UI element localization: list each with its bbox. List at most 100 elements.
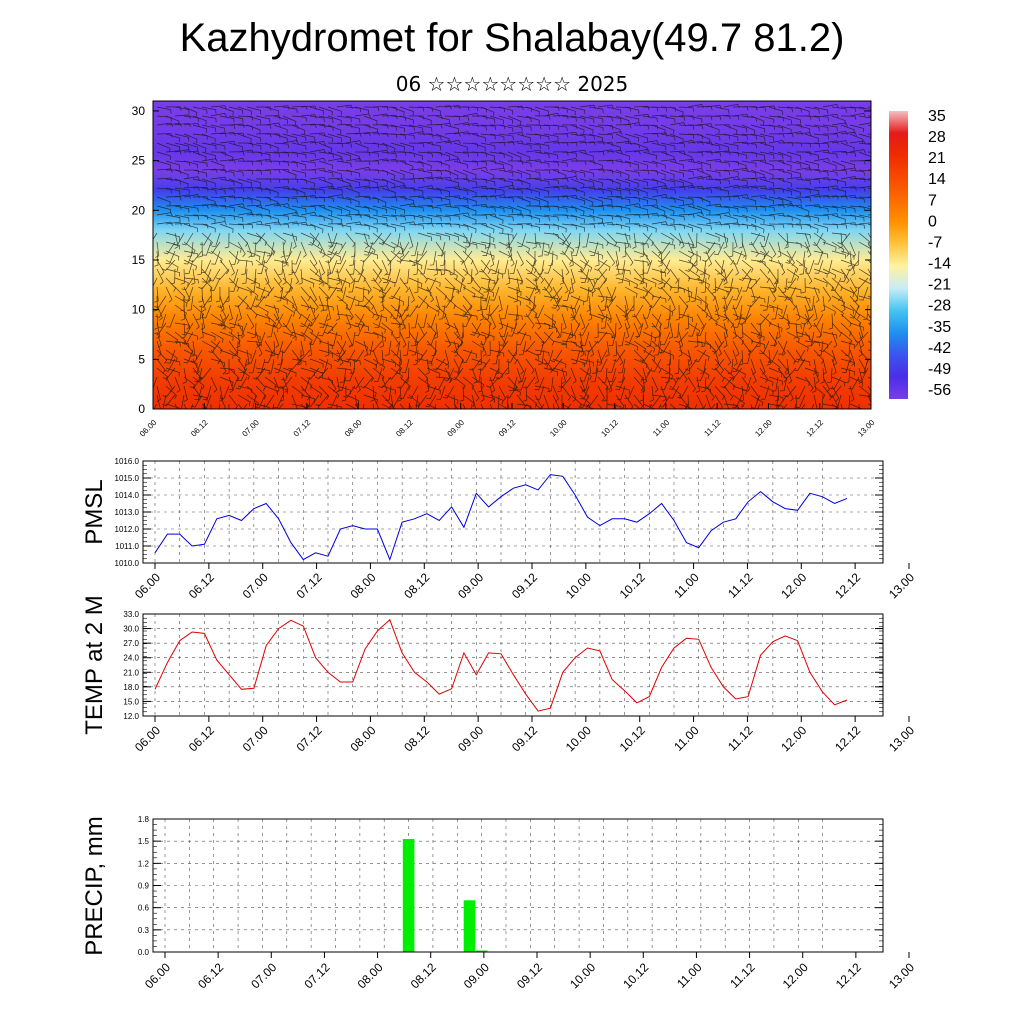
wind-barb (255, 313, 270, 323)
wind-barb (153, 232, 158, 240)
wind-barb (534, 205, 551, 212)
wind-barb (759, 187, 775, 195)
wind-barb (399, 133, 415, 140)
wind-barb (831, 187, 847, 196)
wind-barb (606, 286, 614, 303)
wind-barb (669, 115, 686, 121)
wind-barb (642, 160, 658, 168)
wind-barb (606, 178, 621, 188)
wind-barb (156, 106, 172, 114)
wind-barb (858, 178, 871, 181)
wind-barb (219, 106, 234, 116)
wind-barb (849, 241, 856, 258)
wind-barb (462, 313, 478, 321)
wind-barb (687, 250, 702, 261)
wind-barb (795, 232, 811, 239)
wind-barb (750, 176, 767, 181)
wind-barb (183, 349, 198, 360)
wind-barb (444, 268, 458, 280)
panel-ylabel: TEMP at 2 M (81, 595, 108, 735)
panel-xtick-label: 07.00 (240, 570, 271, 601)
wind-barb (579, 115, 595, 123)
wind-barb (498, 403, 509, 409)
wind-barb (432, 358, 446, 371)
wind-barb (813, 106, 829, 115)
wind-barb (318, 385, 330, 400)
wind-barb (642, 367, 648, 384)
wind-barb (750, 331, 765, 341)
wind-barb (192, 124, 207, 133)
wind-barb (291, 268, 300, 285)
wind-barb (795, 178, 811, 185)
wind-barb (246, 115, 261, 124)
wind-barb (273, 394, 284, 409)
wind-barb (615, 169, 630, 180)
panel-xtick-label: 06.12 (186, 570, 217, 601)
wind-barb (732, 394, 745, 408)
wind-barb (822, 403, 838, 409)
wind-barb (183, 403, 187, 409)
wind-barb (633, 105, 650, 111)
wind-barb (228, 223, 245, 229)
wind-barb (710, 403, 716, 409)
wind-barb (633, 358, 648, 369)
wind-barb (241, 259, 248, 275)
wind-barb (336, 340, 347, 355)
wind-barb (282, 376, 289, 393)
wind-barb (669, 122, 686, 127)
wind-barb (381, 196, 398, 202)
wind-barb (849, 331, 859, 347)
wind-barb (210, 169, 227, 174)
wind-barb (711, 277, 717, 294)
wind-barb (840, 268, 850, 284)
panel-xtick-label: 10.12 (617, 570, 648, 601)
wind-barb (714, 349, 720, 366)
wind-barb (250, 241, 257, 257)
wind-barb (534, 187, 550, 196)
wind-barb (264, 115, 281, 120)
wind-barb (336, 358, 352, 367)
wind-barb (359, 286, 365, 303)
wind-barb (795, 196, 812, 202)
wind-barb (426, 403, 438, 409)
wind-barb (635, 322, 644, 337)
wind-barb (633, 313, 642, 330)
wind-barb (660, 232, 674, 244)
wind-barb (407, 385, 419, 399)
wind-barb (424, 394, 437, 408)
wind-barb (352, 376, 365, 389)
wind-barb (198, 286, 203, 303)
wind-barb (483, 277, 491, 293)
wind-barb (489, 160, 504, 169)
wind-barb (381, 158, 398, 164)
section-xtick-label: 12.12 (805, 418, 826, 439)
wind-barb (453, 232, 468, 243)
wind-barb (354, 286, 370, 295)
wind-barb (228, 394, 238, 409)
wind-barb (471, 376, 485, 389)
wind-barb (747, 277, 761, 290)
wind-barb (822, 213, 839, 218)
wind-barb (246, 196, 261, 206)
wind-barb (198, 367, 212, 380)
wind-barb (327, 331, 342, 341)
wind-barb (462, 403, 466, 409)
wind-barb (444, 322, 458, 334)
wind-barb (641, 367, 653, 381)
wind-barb (673, 322, 680, 339)
panel-xtick-label: 08.12 (401, 723, 432, 754)
wind-barb (183, 349, 194, 364)
wind-barb (219, 205, 235, 212)
wind-barb (831, 331, 838, 348)
wind-barb (498, 250, 512, 262)
wind-barb (399, 187, 416, 192)
wind-barb (624, 313, 631, 330)
wind-barb (786, 367, 793, 384)
wind-barb (435, 222, 452, 228)
wind-barb (570, 304, 581, 319)
wind-barb (399, 106, 414, 116)
wind-barb (813, 367, 820, 384)
wind-barb (768, 268, 778, 284)
wind-barb (210, 376, 218, 393)
wind-barb (723, 349, 732, 366)
